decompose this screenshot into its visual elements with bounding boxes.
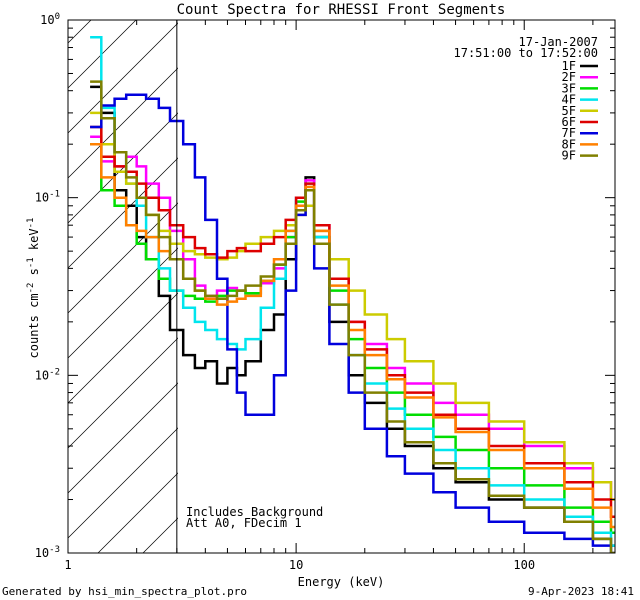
legend-label-5F: 5F xyxy=(562,104,576,118)
legend-label-1F: 1F xyxy=(562,59,576,73)
hatch-line xyxy=(68,20,92,44)
footer-generator: Generated by hsi_min_spectra_plot.pro xyxy=(2,585,247,598)
hatch-line xyxy=(68,67,178,179)
hatch-line xyxy=(68,112,178,224)
hatch-line xyxy=(233,20,640,553)
hatch-line xyxy=(0,20,46,553)
x-tick-label: 10 xyxy=(289,558,303,572)
hatch-line xyxy=(413,20,640,553)
y-tick-label: 10-3 xyxy=(35,545,60,560)
hatch-line xyxy=(68,202,178,314)
legend-label-3F: 3F xyxy=(562,81,576,95)
hatch-line xyxy=(68,247,178,359)
y-tick-label: 100 xyxy=(40,12,60,27)
hatch-line xyxy=(68,22,178,134)
legend-label-8F: 8F xyxy=(562,137,576,151)
legend-label-9F: 9F xyxy=(562,149,576,163)
annotation-line-2: Att A0, FDecim 1 xyxy=(186,516,302,530)
x-tick-label: 100 xyxy=(513,558,535,572)
y-tick-label: 10-1 xyxy=(35,190,60,205)
legend-label-4F: 4F xyxy=(562,93,576,107)
series-2F-line xyxy=(90,135,615,501)
y-tick-label: 10-2 xyxy=(35,367,60,382)
series-9F-line xyxy=(90,80,615,553)
y-axis: 100 10-1 10-2 10-3 xyxy=(35,12,615,560)
hatch-line xyxy=(458,20,640,553)
series-layer xyxy=(90,35,615,553)
chart-title: Count Spectra for RHESSI Front Segments xyxy=(177,2,506,18)
legend-label-6F: 6F xyxy=(562,115,576,129)
legend-label-7F: 7F xyxy=(562,126,576,140)
footer-timestamp: 9-Apr-2023 18:41 xyxy=(528,585,634,598)
x-axis-label: Energy (keV) xyxy=(298,575,385,589)
annotation-line-1: Includes Background xyxy=(186,505,323,519)
series-7F-line xyxy=(90,93,615,553)
hatch-line xyxy=(97,472,178,553)
hatch-line xyxy=(0,20,1,553)
plot-frame xyxy=(67,19,616,554)
hatch-line xyxy=(68,427,178,539)
y-axis-label: counts cm-2 s-1 keV-1 xyxy=(26,218,41,359)
x-tick-label: 1 xyxy=(64,558,71,572)
hatched-region xyxy=(0,20,640,553)
series-6F-line xyxy=(90,125,615,518)
hatch-line xyxy=(593,20,640,553)
series-1F-line xyxy=(90,85,615,547)
date-label: 17-Jan-2007 xyxy=(519,35,598,49)
series-8F-line xyxy=(90,142,615,529)
hatch-line xyxy=(68,382,178,494)
legend-label-2F: 2F xyxy=(562,70,576,84)
time-range-label: 17:51:00 to 17:52:00 xyxy=(454,46,599,60)
